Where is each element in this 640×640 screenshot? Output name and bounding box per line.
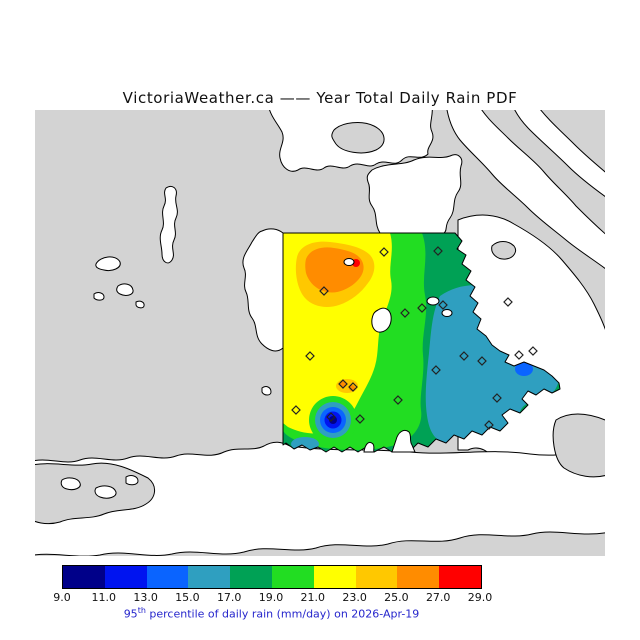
bay-east-2 [441,309,453,317]
harbour-victoria [363,441,375,453]
station-marker [355,414,365,424]
island-top [331,122,385,154]
station-marker [348,382,358,392]
station-marker [433,246,443,256]
colorbar-caption: 95th percentile of daily rain (mm/day) o… [0,606,543,621]
colorbar-segment [271,566,314,588]
colorbar-segment [439,566,481,588]
station-marker [528,346,538,356]
colorbar-tick-label: 27.0 [425,591,451,604]
colorbar-tick-label: 29.0 [467,591,493,604]
station-marker [305,351,315,361]
colorbar-tick-label: 13.0 [133,591,158,604]
station-marker [477,356,487,366]
bay-east-1 [426,296,440,306]
lake-highlands [261,386,272,396]
lake-west-2 [116,283,134,296]
colorbar-segment [63,566,105,588]
station-markers [291,246,538,430]
station-marker [379,247,389,257]
colorbar-segment [104,566,147,588]
colorbar-tick-label: 17.0 [216,591,242,604]
station-marker [459,351,469,361]
station-marker [326,412,336,422]
station-marker [484,420,494,430]
lake-small-north [343,258,355,266]
caption-text: percentile of daily rain (mm/day) on 202… [145,607,420,621]
lake-sooke-inlet-3 [125,475,139,486]
colorbar-segment [355,566,398,588]
colorbar [62,565,482,589]
station-marker [492,393,502,403]
station-marker [431,365,441,375]
colorbar-tick-label: 23.0 [342,591,367,604]
station-marker [393,395,403,405]
caption-number: 95 [123,607,138,621]
coastline-layer [35,110,605,556]
station-marker [291,405,301,415]
station-marker [503,297,513,307]
lake-west-4 [135,300,145,309]
water-satellite-channel [366,154,463,234]
station-marker [319,286,329,296]
water-channel-northeast-2 [514,110,605,198]
water-channel-northeast [446,110,605,269]
colorbar-tick-label: 9.0 [53,591,71,604]
station-marker [514,350,524,360]
colorbar-segment [397,566,440,588]
contour-level-13-15-east-spot [515,362,533,376]
colorbar-tick-label: 21.0 [300,591,326,604]
contour-spot-25-27-a [340,381,346,387]
station-marker [417,303,427,313]
lake-sooke-inlet-1 [60,477,81,491]
lake-elk [371,307,392,333]
colorbar-tick-label: 25.0 [384,591,409,604]
lake-sooke-inlet-2 [94,485,117,499]
minimum-core-9-11 [329,416,337,424]
colorbar-segment [188,566,231,588]
lake-west-3 [93,292,105,301]
station-marker [338,379,348,389]
colorbar-tick-label: 19.0 [258,591,284,604]
island-gulf-islet [491,241,517,260]
station-marker [438,300,448,310]
harbour-esquimalt [391,429,416,453]
colorbar-segment [230,566,272,588]
colorbar-segment [146,566,189,588]
colorbar-tick-labels: 9.0 11.0 13.0 15.0 17.0 19.0 21.0 23.0 25.0 27.0 2… [53,591,492,605]
overlay-lakes-layer [343,258,453,453]
colorbar-tick-label: 11.0 [91,591,117,604]
colorbar-tick-label: 15.0 [175,591,200,604]
contour-spot-25-27-b [349,385,355,391]
lake-sooke [159,185,178,264]
colorbar-segment [313,566,356,588]
lake-west-1 [95,256,121,271]
caption-superscript: th [137,606,146,615]
page-title: VictoriaWeather.ca —— Year Total Daily R… [122,89,518,107]
island-san-juan [552,413,605,478]
station-marker [400,308,410,318]
overlay-coastline [282,232,561,453]
contour-spot-23-25-south [336,379,358,393]
